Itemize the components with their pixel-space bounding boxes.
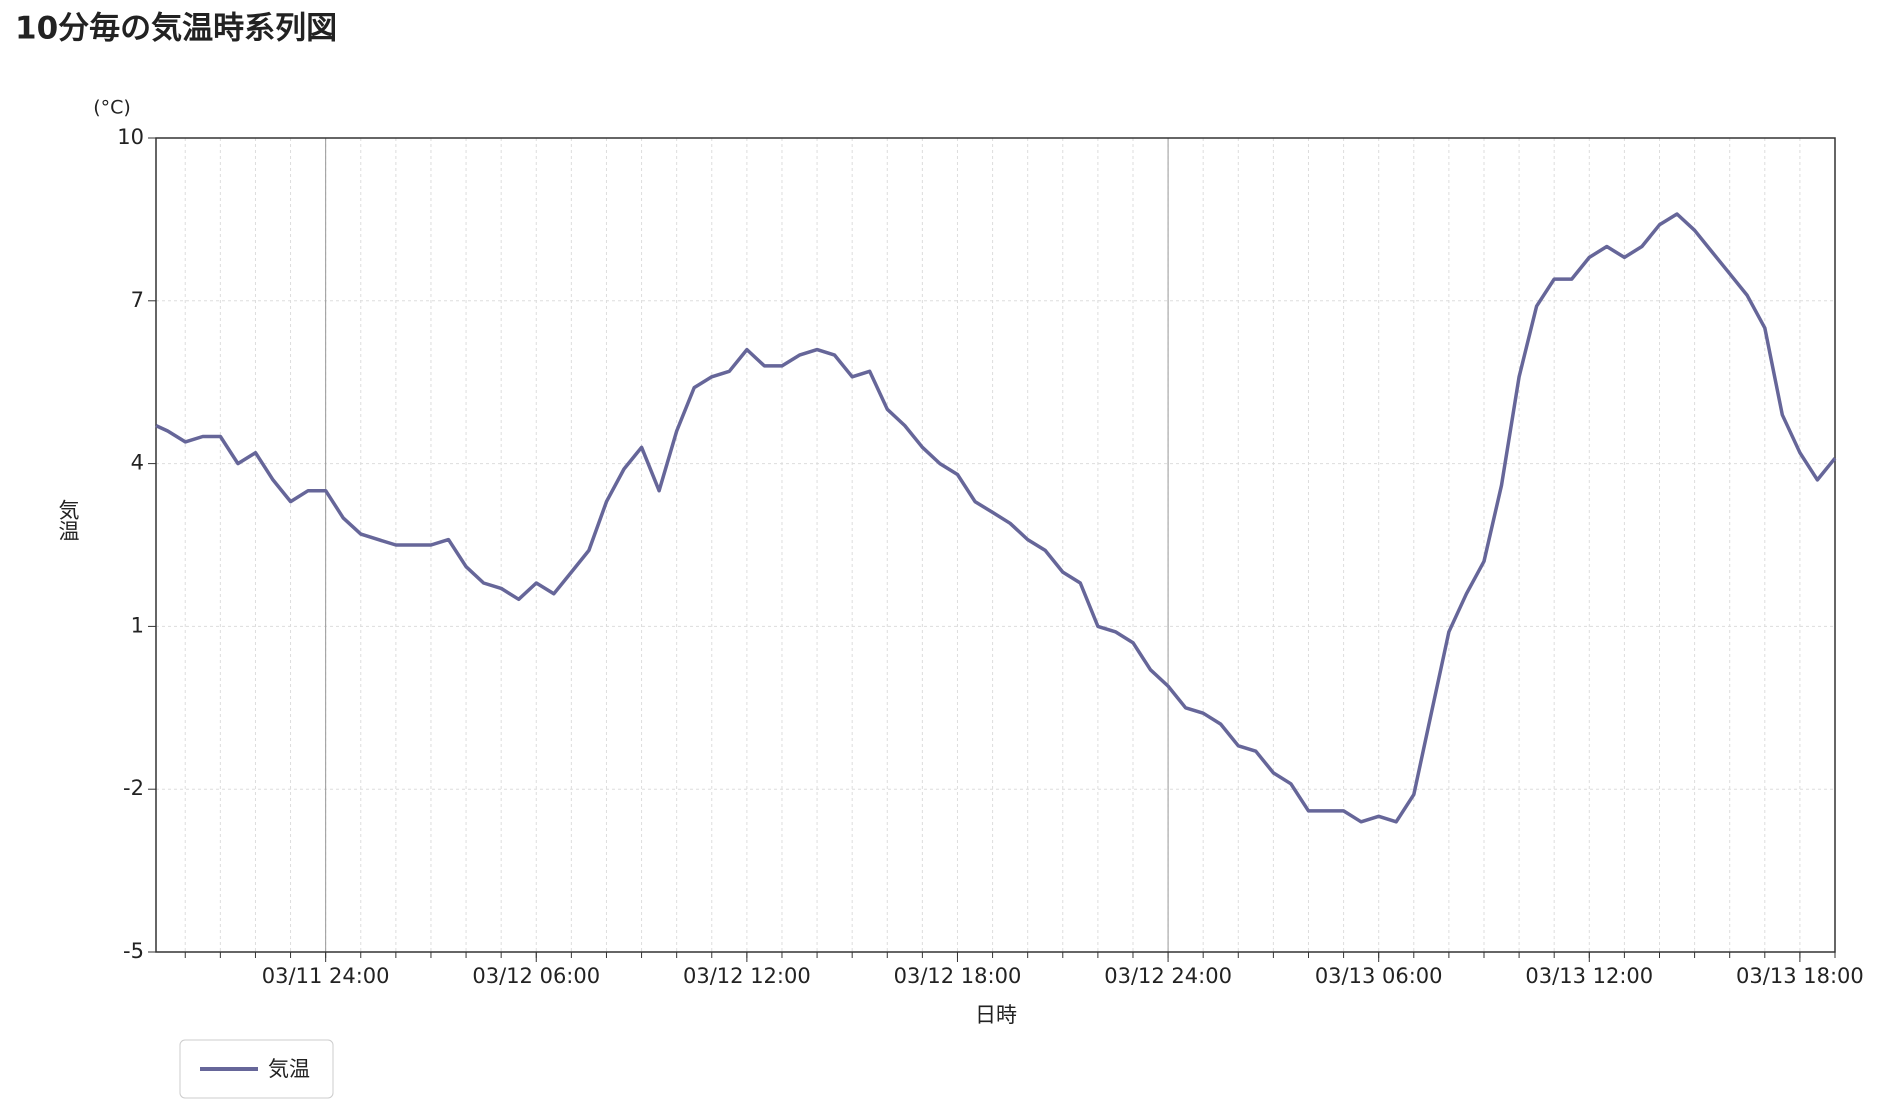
x-tick-label: 03/13 12:00: [1525, 964, 1653, 988]
x-tick-label: 03/12 06:00: [472, 964, 600, 988]
chart-title: 10分毎の気温時系列図: [15, 11, 337, 47]
x-axis-label: 日時: [975, 1003, 1017, 1027]
x-tick-label: 03/12 24:00: [1104, 964, 1232, 988]
x-tick-label: 03/12 18:00: [894, 964, 1022, 988]
y-unit: (°C): [93, 97, 131, 119]
x-tick-label: 03/13 06:00: [1315, 964, 1443, 988]
legend-label: 気温: [268, 1057, 310, 1081]
y-tick-label: -2: [123, 776, 144, 800]
x-tick-label: 03/13 18:00: [1736, 964, 1864, 988]
y-tick-label: 7: [131, 288, 144, 312]
plot-frame: [155, 137, 1836, 953]
y-axis-label: 気温: [56, 499, 80, 541]
x-tick-label: 03/12 12:00: [683, 964, 811, 988]
y-tick-label: 4: [131, 451, 144, 475]
y-tick-label: -5: [123, 939, 144, 963]
y-tick-label: 10: [117, 125, 144, 149]
y-tick-label: 1: [131, 613, 144, 637]
data-line: [155, 212, 1837, 824]
x-tick-label: 03/11 24:00: [262, 964, 390, 988]
